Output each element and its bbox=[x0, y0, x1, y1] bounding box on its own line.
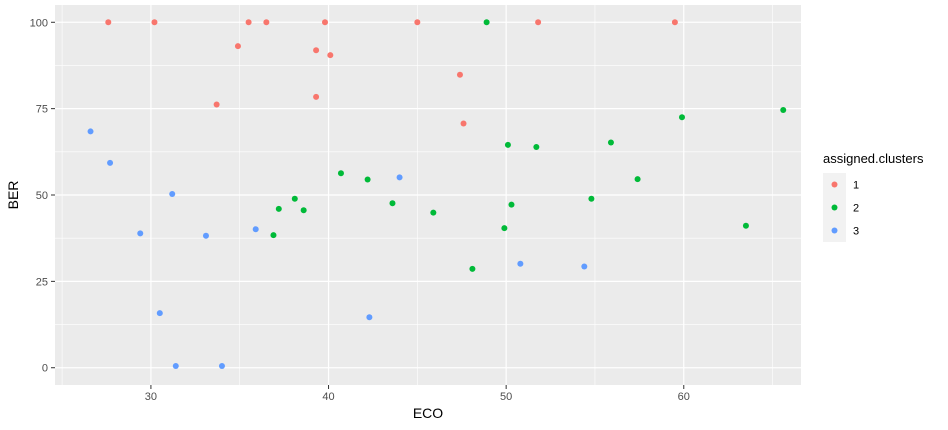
point-cluster-1 bbox=[313, 47, 320, 54]
y-tick-label: 50 bbox=[36, 190, 48, 202]
point-cluster-3 bbox=[517, 260, 524, 267]
point-cluster-2 bbox=[469, 265, 476, 272]
legend-label-cluster-1: 1 bbox=[853, 180, 859, 192]
point-cluster-2 bbox=[533, 143, 540, 150]
point-cluster-1 bbox=[327, 52, 334, 59]
point-cluster-1 bbox=[105, 19, 112, 26]
point-cluster-2 bbox=[364, 176, 371, 183]
point-cluster-1 bbox=[213, 101, 220, 108]
legend-key-cluster-2 bbox=[831, 204, 838, 211]
x-tick-label: 40 bbox=[322, 391, 334, 403]
point-cluster-1 bbox=[234, 43, 241, 50]
legend-label-cluster-2: 2 bbox=[853, 203, 859, 215]
y-tick-label: 100 bbox=[30, 17, 48, 29]
point-cluster-2 bbox=[588, 195, 595, 202]
legend-title: assigned.clusters bbox=[823, 151, 924, 166]
x-tick-label: 30 bbox=[145, 391, 157, 403]
point-cluster-3 bbox=[169, 190, 176, 197]
point-cluster-3 bbox=[172, 363, 179, 369]
point-cluster-1 bbox=[151, 19, 158, 26]
point-cluster-1 bbox=[313, 93, 320, 100]
point-cluster-2 bbox=[275, 205, 282, 212]
point-cluster-2 bbox=[678, 114, 685, 121]
x-axis-title: ECO bbox=[413, 405, 443, 421]
point-cluster-1 bbox=[456, 71, 463, 78]
point-cluster-1 bbox=[535, 19, 542, 26]
point-cluster-2 bbox=[483, 19, 490, 26]
point-cluster-1 bbox=[414, 19, 421, 26]
point-cluster-1 bbox=[321, 19, 328, 26]
point-cluster-3 bbox=[396, 174, 403, 181]
point-cluster-2 bbox=[291, 195, 298, 202]
y-axis-title: BER bbox=[5, 181, 21, 210]
legend: assigned.clusters 1 2 3 bbox=[823, 151, 924, 242]
point-cluster-3 bbox=[107, 159, 114, 166]
point-cluster-2 bbox=[389, 200, 396, 207]
legend-keys: 1 2 3 bbox=[823, 173, 859, 242]
point-cluster-2 bbox=[501, 225, 508, 232]
tick-labels: 30 40 50 60 0 25 50 75 100 bbox=[30, 17, 690, 403]
y-tick-label: 75 bbox=[36, 104, 48, 116]
legend-key-cluster-1 bbox=[831, 181, 838, 188]
legend-label-cluster-3: 3 bbox=[853, 226, 859, 238]
x-tick-label: 50 bbox=[500, 391, 512, 403]
point-cluster-3 bbox=[366, 314, 373, 321]
point-cluster-2 bbox=[300, 207, 307, 214]
data-points bbox=[87, 19, 787, 369]
point-cluster-2 bbox=[607, 139, 614, 146]
point-cluster-2 bbox=[270, 232, 277, 239]
point-cluster-1 bbox=[460, 120, 467, 127]
x-tick-label: 60 bbox=[678, 391, 690, 403]
point-cluster-2 bbox=[780, 107, 787, 114]
point-cluster-1 bbox=[245, 19, 252, 26]
point-cluster-2 bbox=[337, 170, 344, 177]
point-cluster-3 bbox=[202, 232, 209, 239]
point-cluster-3 bbox=[156, 310, 163, 317]
point-cluster-3 bbox=[252, 226, 259, 233]
axis-ticks bbox=[51, 21, 685, 389]
point-cluster-3 bbox=[218, 363, 225, 369]
y-tick-label: 0 bbox=[42, 363, 48, 375]
point-cluster-2 bbox=[742, 222, 749, 229]
point-cluster-1 bbox=[671, 19, 678, 26]
point-cluster-2 bbox=[504, 141, 511, 148]
point-cluster-2 bbox=[430, 209, 437, 216]
major-gridlines bbox=[55, 5, 801, 385]
point-cluster-1 bbox=[263, 19, 270, 26]
point-cluster-3 bbox=[137, 230, 144, 237]
point-cluster-2 bbox=[508, 201, 515, 208]
point-cluster-3 bbox=[87, 128, 94, 135]
point-cluster-3 bbox=[581, 263, 588, 270]
legend-key-cluster-3 bbox=[831, 227, 838, 234]
y-tick-label: 25 bbox=[36, 276, 48, 288]
point-cluster-2 bbox=[634, 176, 641, 183]
